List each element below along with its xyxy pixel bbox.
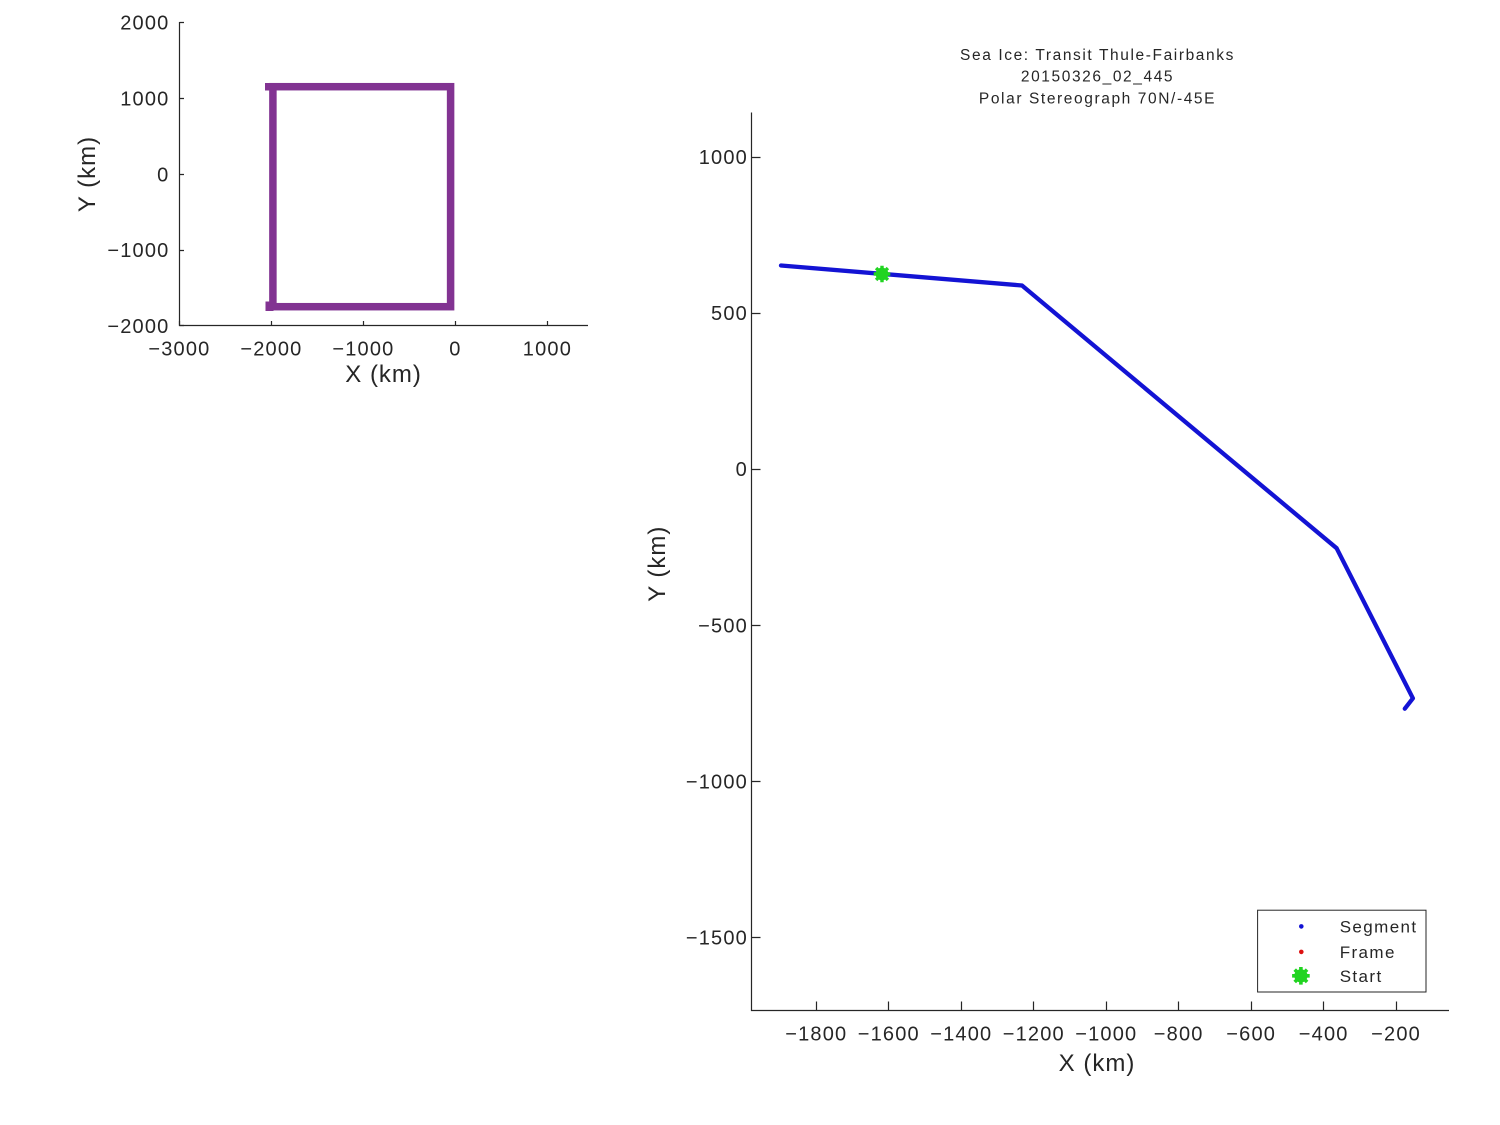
svg-text:1000: 1000 [523, 338, 572, 360]
svg-text:0: 0 [736, 459, 748, 481]
svg-text:Y (km): Y (km) [74, 136, 101, 212]
svg-text:0: 0 [157, 164, 169, 186]
svg-text:−500: −500 [698, 615, 748, 637]
svg-text:20150326_02_445: 20150326_02_445 [1021, 69, 1174, 86]
svg-text:−3000: −3000 [148, 338, 210, 360]
svg-text:X (km): X (km) [345, 361, 422, 388]
svg-text:Segment: Segment [1340, 918, 1418, 937]
svg-text:1000: 1000 [699, 147, 748, 169]
svg-text:−2000: −2000 [240, 338, 302, 360]
svg-text:Sea Ice: Transit Thule-Fairban: Sea Ice: Transit Thule-Fairbanks [960, 47, 1235, 64]
svg-text:Frame: Frame [1340, 943, 1396, 962]
svg-text:Polar Stereograph 70N/-45E: Polar Stereograph 70N/-45E [979, 91, 1216, 108]
svg-text:−1600: −1600 [858, 1023, 920, 1045]
svg-text:−1200: −1200 [1003, 1023, 1065, 1045]
svg-text:500: 500 [711, 303, 748, 325]
svg-text:−400: −400 [1299, 1023, 1349, 1045]
svg-text:−1800: −1800 [785, 1023, 847, 1045]
svg-text:X (km): X (km) [1059, 1050, 1136, 1077]
svg-text:2000: 2000 [120, 12, 169, 34]
svg-text:−1500: −1500 [686, 928, 748, 950]
svg-text:Y (km): Y (km) [644, 526, 671, 602]
svg-text:−1000: −1000 [686, 771, 748, 793]
svg-text:−1000: −1000 [107, 240, 169, 262]
svg-text:−600: −600 [1226, 1023, 1276, 1045]
svg-text:Start: Start [1340, 967, 1383, 986]
svg-text:−1000: −1000 [332, 338, 394, 360]
svg-text:−800: −800 [1154, 1023, 1204, 1045]
svg-text:−1000: −1000 [1075, 1023, 1137, 1045]
svg-text:0: 0 [449, 338, 461, 360]
svg-text:1000: 1000 [120, 88, 169, 110]
svg-text:−1400: −1400 [930, 1023, 992, 1045]
svg-text:−200: −200 [1371, 1023, 1421, 1045]
svg-text:−2000: −2000 [107, 316, 169, 338]
